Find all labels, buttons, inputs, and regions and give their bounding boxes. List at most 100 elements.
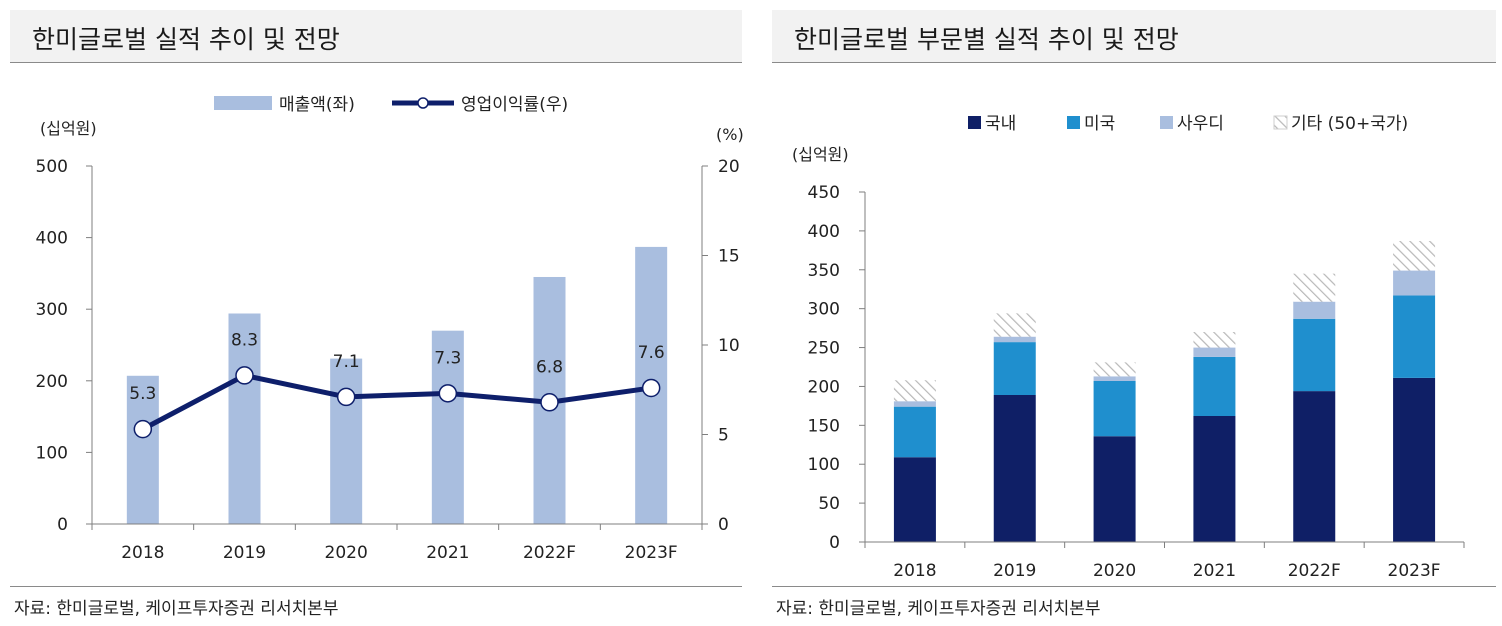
x-tick-label: 2022F [523, 543, 576, 563]
bar-segment [1193, 416, 1236, 542]
line-marker [540, 393, 559, 412]
bar-segment [993, 395, 1036, 542]
y-tick-label-left: 200 [36, 372, 68, 392]
line-operating-margin [141, 372, 652, 432]
legend-marker-margin [417, 97, 429, 109]
y-axis-label-left: (십억원) [40, 119, 97, 138]
x-tick-label: 2020 [325, 543, 368, 563]
chart-title: 한미글로벌 부문별 실적 추이 및 전망 [794, 25, 1179, 54]
data-label: 8.3 [231, 330, 258, 350]
source-note: 자료: 한미글로벌, 케이프투자증권 리서치본부 [14, 599, 339, 619]
bar-segment [1193, 356, 1236, 416]
bar-segment [1293, 273, 1336, 302]
bar-segment [1293, 301, 1336, 319]
bar-segment [993, 313, 1036, 337]
y-tick-label: 150 [808, 416, 840, 436]
x-tick-label: 2022F [1288, 561, 1341, 581]
x-tick-label: 2019 [993, 561, 1036, 581]
legend-label-revenue: 매출액(좌) [279, 95, 355, 115]
source-divider [10, 586, 742, 587]
legend-swatch [1067, 116, 1080, 129]
legend-swatch [1273, 115, 1288, 130]
bar-segment [1193, 332, 1236, 348]
bar-segment [1393, 241, 1436, 271]
data-label: 7.1 [333, 352, 360, 372]
y-tick-label-left: 300 [36, 300, 68, 320]
bar-revenue [330, 358, 363, 524]
y-tick-label-right: 0 [718, 515, 729, 535]
legend-label: 미국 [1084, 114, 1115, 134]
y-tick-label-right: 20 [718, 157, 740, 177]
bar-segment [1293, 391, 1336, 542]
y-tick-label-right: 15 [718, 247, 740, 267]
bar-segment [993, 342, 1036, 395]
bar-segment [1093, 381, 1136, 437]
legend-swatch [1160, 116, 1173, 129]
y-tick-label: 300 [808, 300, 840, 320]
y-tick-label-right: 10 [718, 336, 740, 356]
line-marker [641, 378, 661, 398]
x-tick-label: 2019 [223, 543, 266, 563]
bar-segment [993, 336, 1036, 343]
y-tick-label-right: 5 [718, 426, 729, 446]
chart-panel-segments: 한미글로벌 부문별 실적 추이 및 전망 0 50 100 150 200 250 300 3… [762, 0, 1502, 626]
chart-title-bar: 한미글로벌 실적 추이 및 전망 [10, 10, 742, 63]
bar-segment [1093, 376, 1136, 381]
data-label: 7.6 [638, 343, 665, 363]
line-marker [438, 384, 458, 403]
data-label: 6.8 [536, 357, 563, 377]
bar-segment [1293, 318, 1336, 392]
y-tick-label-left: 0 [57, 515, 68, 535]
x-tick-label: 2023F [625, 543, 678, 563]
bar-segment [1093, 362, 1136, 377]
line-marker [235, 366, 254, 385]
legend-swatch [968, 116, 981, 129]
y-tick-label-left: 500 [36, 157, 68, 177]
y-tick-label: 400 [808, 222, 840, 242]
bar-segment [893, 457, 936, 542]
bar-segment [1393, 295, 1436, 378]
data-label: 7.3 [434, 348, 461, 368]
chart-title: 한미글로벌 실적 추이 및 전망 [32, 25, 340, 54]
bar-segment [1393, 270, 1436, 296]
x-tick-label: 2023F [1388, 561, 1441, 581]
y-tick-label: 250 [808, 339, 840, 359]
bar-segment [893, 401, 936, 407]
y-axis-label: (십억원) [792, 145, 849, 164]
y-tick-label: 50 [818, 494, 840, 514]
x-tick-label: 2018 [121, 543, 164, 563]
line-marker [336, 387, 356, 407]
legend-label: 기타 (50+국가) [1291, 114, 1408, 134]
y-tick-label: 100 [808, 455, 840, 475]
y-tick-label-left: 400 [36, 229, 68, 249]
legend-label: 국내 [985, 114, 1016, 134]
x-tick-label: 2018 [893, 561, 936, 581]
bar-segment [893, 406, 936, 458]
legend-label-margin: 영업이익률(우) [461, 95, 568, 115]
y-tick-label: 0 [829, 533, 840, 553]
y-tick-label: 450 [808, 183, 840, 203]
bar-segment [1193, 347, 1236, 357]
data-label: 5.3 [129, 384, 156, 404]
source-divider [772, 586, 1496, 587]
chart-title-bar: 한미글로벌 부문별 실적 추이 및 전망 [772, 10, 1496, 63]
source-note: 자료: 한미글로벌, 케이프투자증권 리서치본부 [776, 599, 1101, 619]
legend-swatch-revenue [214, 96, 272, 110]
bar-segment [1393, 377, 1436, 542]
line-marker [133, 419, 153, 439]
y-tick-label-left: 100 [36, 443, 68, 463]
x-tick-label: 2020 [1093, 561, 1136, 581]
bar-revenue [126, 375, 159, 524]
y-axis-label-right: (%) [716, 125, 744, 144]
combo-chart-performance: 0 100 200 300 400 500 0 5 10 15 20 2018 2019 2020 2021… [36, 95, 744, 563]
y-tick-label: 350 [808, 261, 840, 281]
bar-revenue [431, 330, 464, 524]
bar-segment [1093, 436, 1136, 542]
x-tick-label: 2021 [426, 543, 469, 563]
stacked-bar-chart-segments: 0 50 100 150 200 250 300 350 400 450 2018 2019 2020 2… [792, 114, 1465, 581]
y-tick-label: 200 [808, 377, 840, 397]
legend-label: 사우디 [1177, 114, 1224, 134]
x-tick-label: 2021 [1193, 561, 1236, 581]
bar-revenue [228, 313, 261, 524]
bar-segment [893, 380, 936, 402]
